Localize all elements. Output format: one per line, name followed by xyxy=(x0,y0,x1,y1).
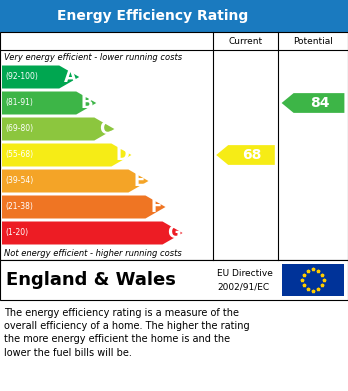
Text: England & Wales: England & Wales xyxy=(6,271,176,289)
Text: G: G xyxy=(167,224,180,242)
Polygon shape xyxy=(2,143,132,167)
Text: Very energy efficient - lower running costs: Very energy efficient - lower running co… xyxy=(4,52,182,61)
Bar xyxy=(0,32,348,260)
Text: E: E xyxy=(134,172,145,190)
Text: (55-68): (55-68) xyxy=(5,151,33,160)
Text: (81-91): (81-91) xyxy=(5,99,33,108)
Polygon shape xyxy=(2,66,79,88)
Polygon shape xyxy=(2,170,149,192)
Text: A: A xyxy=(64,68,77,86)
Polygon shape xyxy=(282,93,345,113)
Polygon shape xyxy=(216,145,275,165)
Bar xyxy=(282,264,344,296)
Text: C: C xyxy=(99,120,111,138)
Text: F: F xyxy=(151,198,162,216)
Text: B: B xyxy=(81,94,94,112)
Bar xyxy=(0,0,348,32)
Text: (69-80): (69-80) xyxy=(5,124,33,133)
Text: Potential: Potential xyxy=(293,36,333,45)
Text: (39-54): (39-54) xyxy=(5,176,33,185)
Text: EU Directive: EU Directive xyxy=(217,269,273,278)
Text: 68: 68 xyxy=(242,148,261,162)
Text: Current: Current xyxy=(228,36,262,45)
Polygon shape xyxy=(2,118,114,140)
Polygon shape xyxy=(2,221,183,244)
Text: Energy Efficiency Rating: Energy Efficiency Rating xyxy=(57,9,249,23)
Text: The energy efficiency rating is a measure of the
overall efficiency of a home. T: The energy efficiency rating is a measur… xyxy=(4,308,250,358)
Text: Not energy efficient - higher running costs: Not energy efficient - higher running co… xyxy=(4,249,182,258)
Text: D: D xyxy=(116,146,129,164)
Text: (21-38): (21-38) xyxy=(5,203,33,212)
Polygon shape xyxy=(2,196,166,219)
Text: (92-100): (92-100) xyxy=(5,72,38,81)
Polygon shape xyxy=(2,91,96,115)
Text: (1-20): (1-20) xyxy=(5,228,28,237)
Bar xyxy=(0,260,348,300)
Text: 84: 84 xyxy=(310,96,329,110)
Text: 2002/91/EC: 2002/91/EC xyxy=(217,282,269,291)
